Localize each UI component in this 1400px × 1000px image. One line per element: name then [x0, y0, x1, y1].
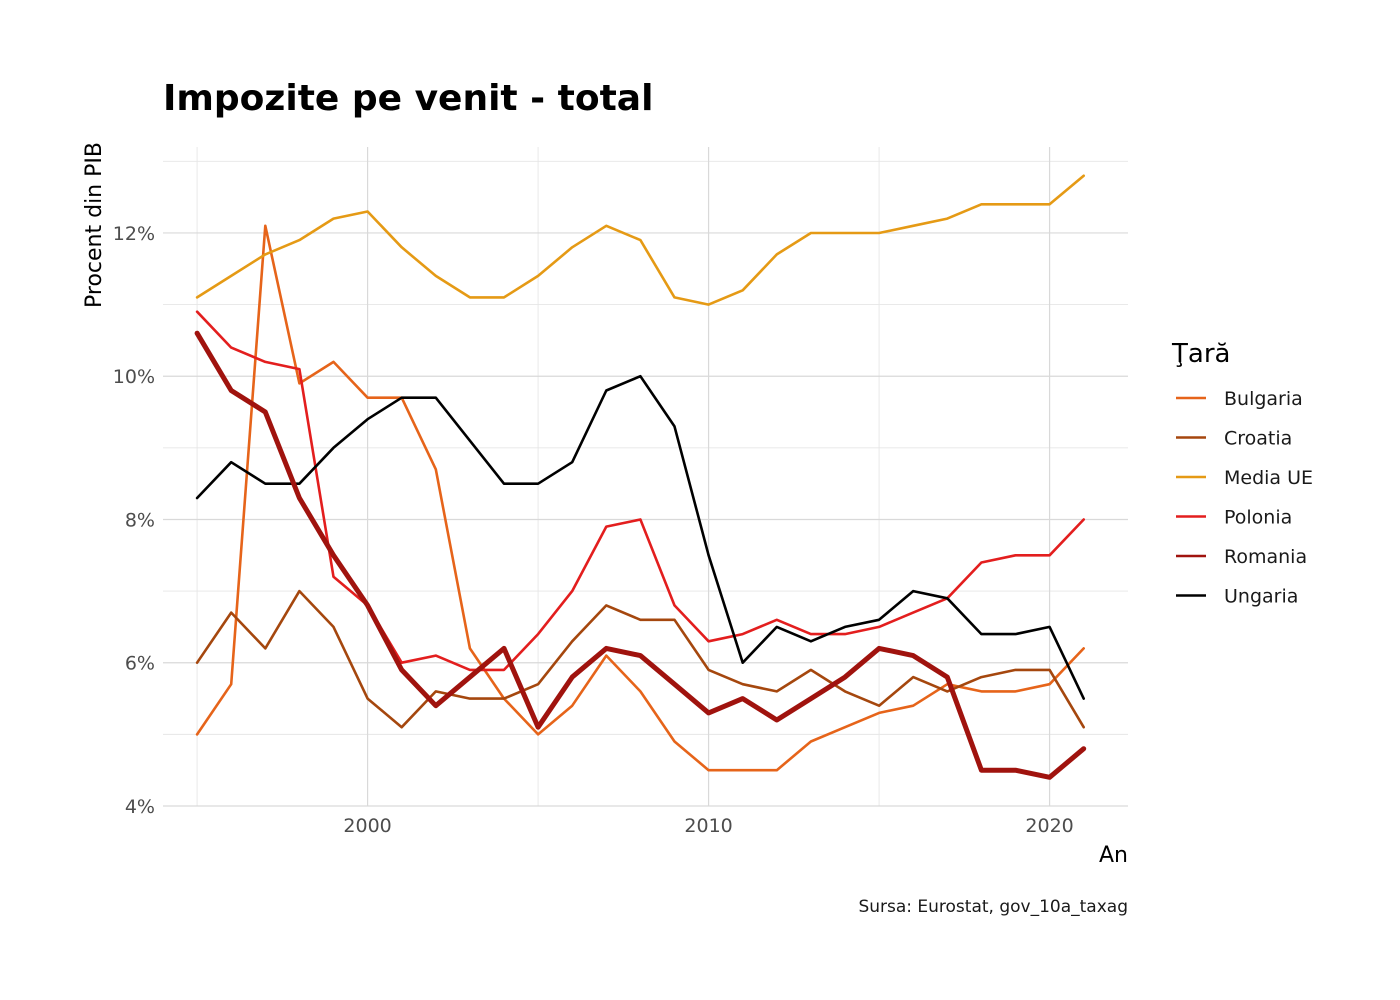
legend-title: Ţară	[1171, 339, 1230, 369]
y-tick-label: 6%	[125, 653, 155, 675]
legend-item: Polonia	[1176, 507, 1292, 529]
series-line-croatia	[195, 589, 1085, 729]
series-line-romania	[194, 330, 1087, 780]
caption: Sursa: Eurostat, gov_10a_taxag	[858, 897, 1128, 917]
legend-item: Media UE	[1176, 467, 1313, 489]
legend-label: Polonia	[1224, 507, 1292, 529]
series-lines	[194, 174, 1087, 780]
legend-item: Ungaria	[1176, 586, 1298, 608]
y-tick-label: 4%	[125, 796, 155, 818]
x-axis-ticks: 2000 2010 2020	[343, 815, 1073, 837]
legend-label: Bulgaria	[1224, 388, 1303, 410]
series-line-polonia	[195, 310, 1085, 672]
chart-title: Impozite pe venit - total	[163, 78, 653, 119]
legend: Ţară Bulgaria Croatia Media UE Polonia Roman…	[1171, 339, 1313, 608]
series-line-ungaria	[195, 374, 1085, 700]
legend-label: Romania	[1224, 546, 1307, 568]
series-line-bulgaria	[195, 224, 1085, 772]
x-tick-label: 2020	[1025, 815, 1073, 837]
legend-item: Romania	[1176, 546, 1307, 568]
y-tick-label: 8%	[125, 509, 155, 531]
x-axis-title: An	[1099, 843, 1128, 868]
legend-item: Bulgaria	[1176, 388, 1303, 410]
y-axis-title: Procent din PIB	[82, 142, 107, 308]
legend-label: Media UE	[1224, 467, 1313, 489]
y-axis-ticks: 4% 6% 8% 10% 12%	[113, 223, 155, 818]
series-line-media-ue	[195, 174, 1085, 306]
y-tick-label: 10%	[113, 366, 155, 388]
legend-label: Ungaria	[1224, 586, 1298, 608]
legend-item: Croatia	[1176, 428, 1292, 450]
legend-label: Croatia	[1224, 428, 1292, 450]
y-tick-label: 12%	[113, 223, 155, 245]
x-tick-label: 2000	[343, 815, 391, 837]
x-tick-label: 2010	[684, 815, 732, 837]
